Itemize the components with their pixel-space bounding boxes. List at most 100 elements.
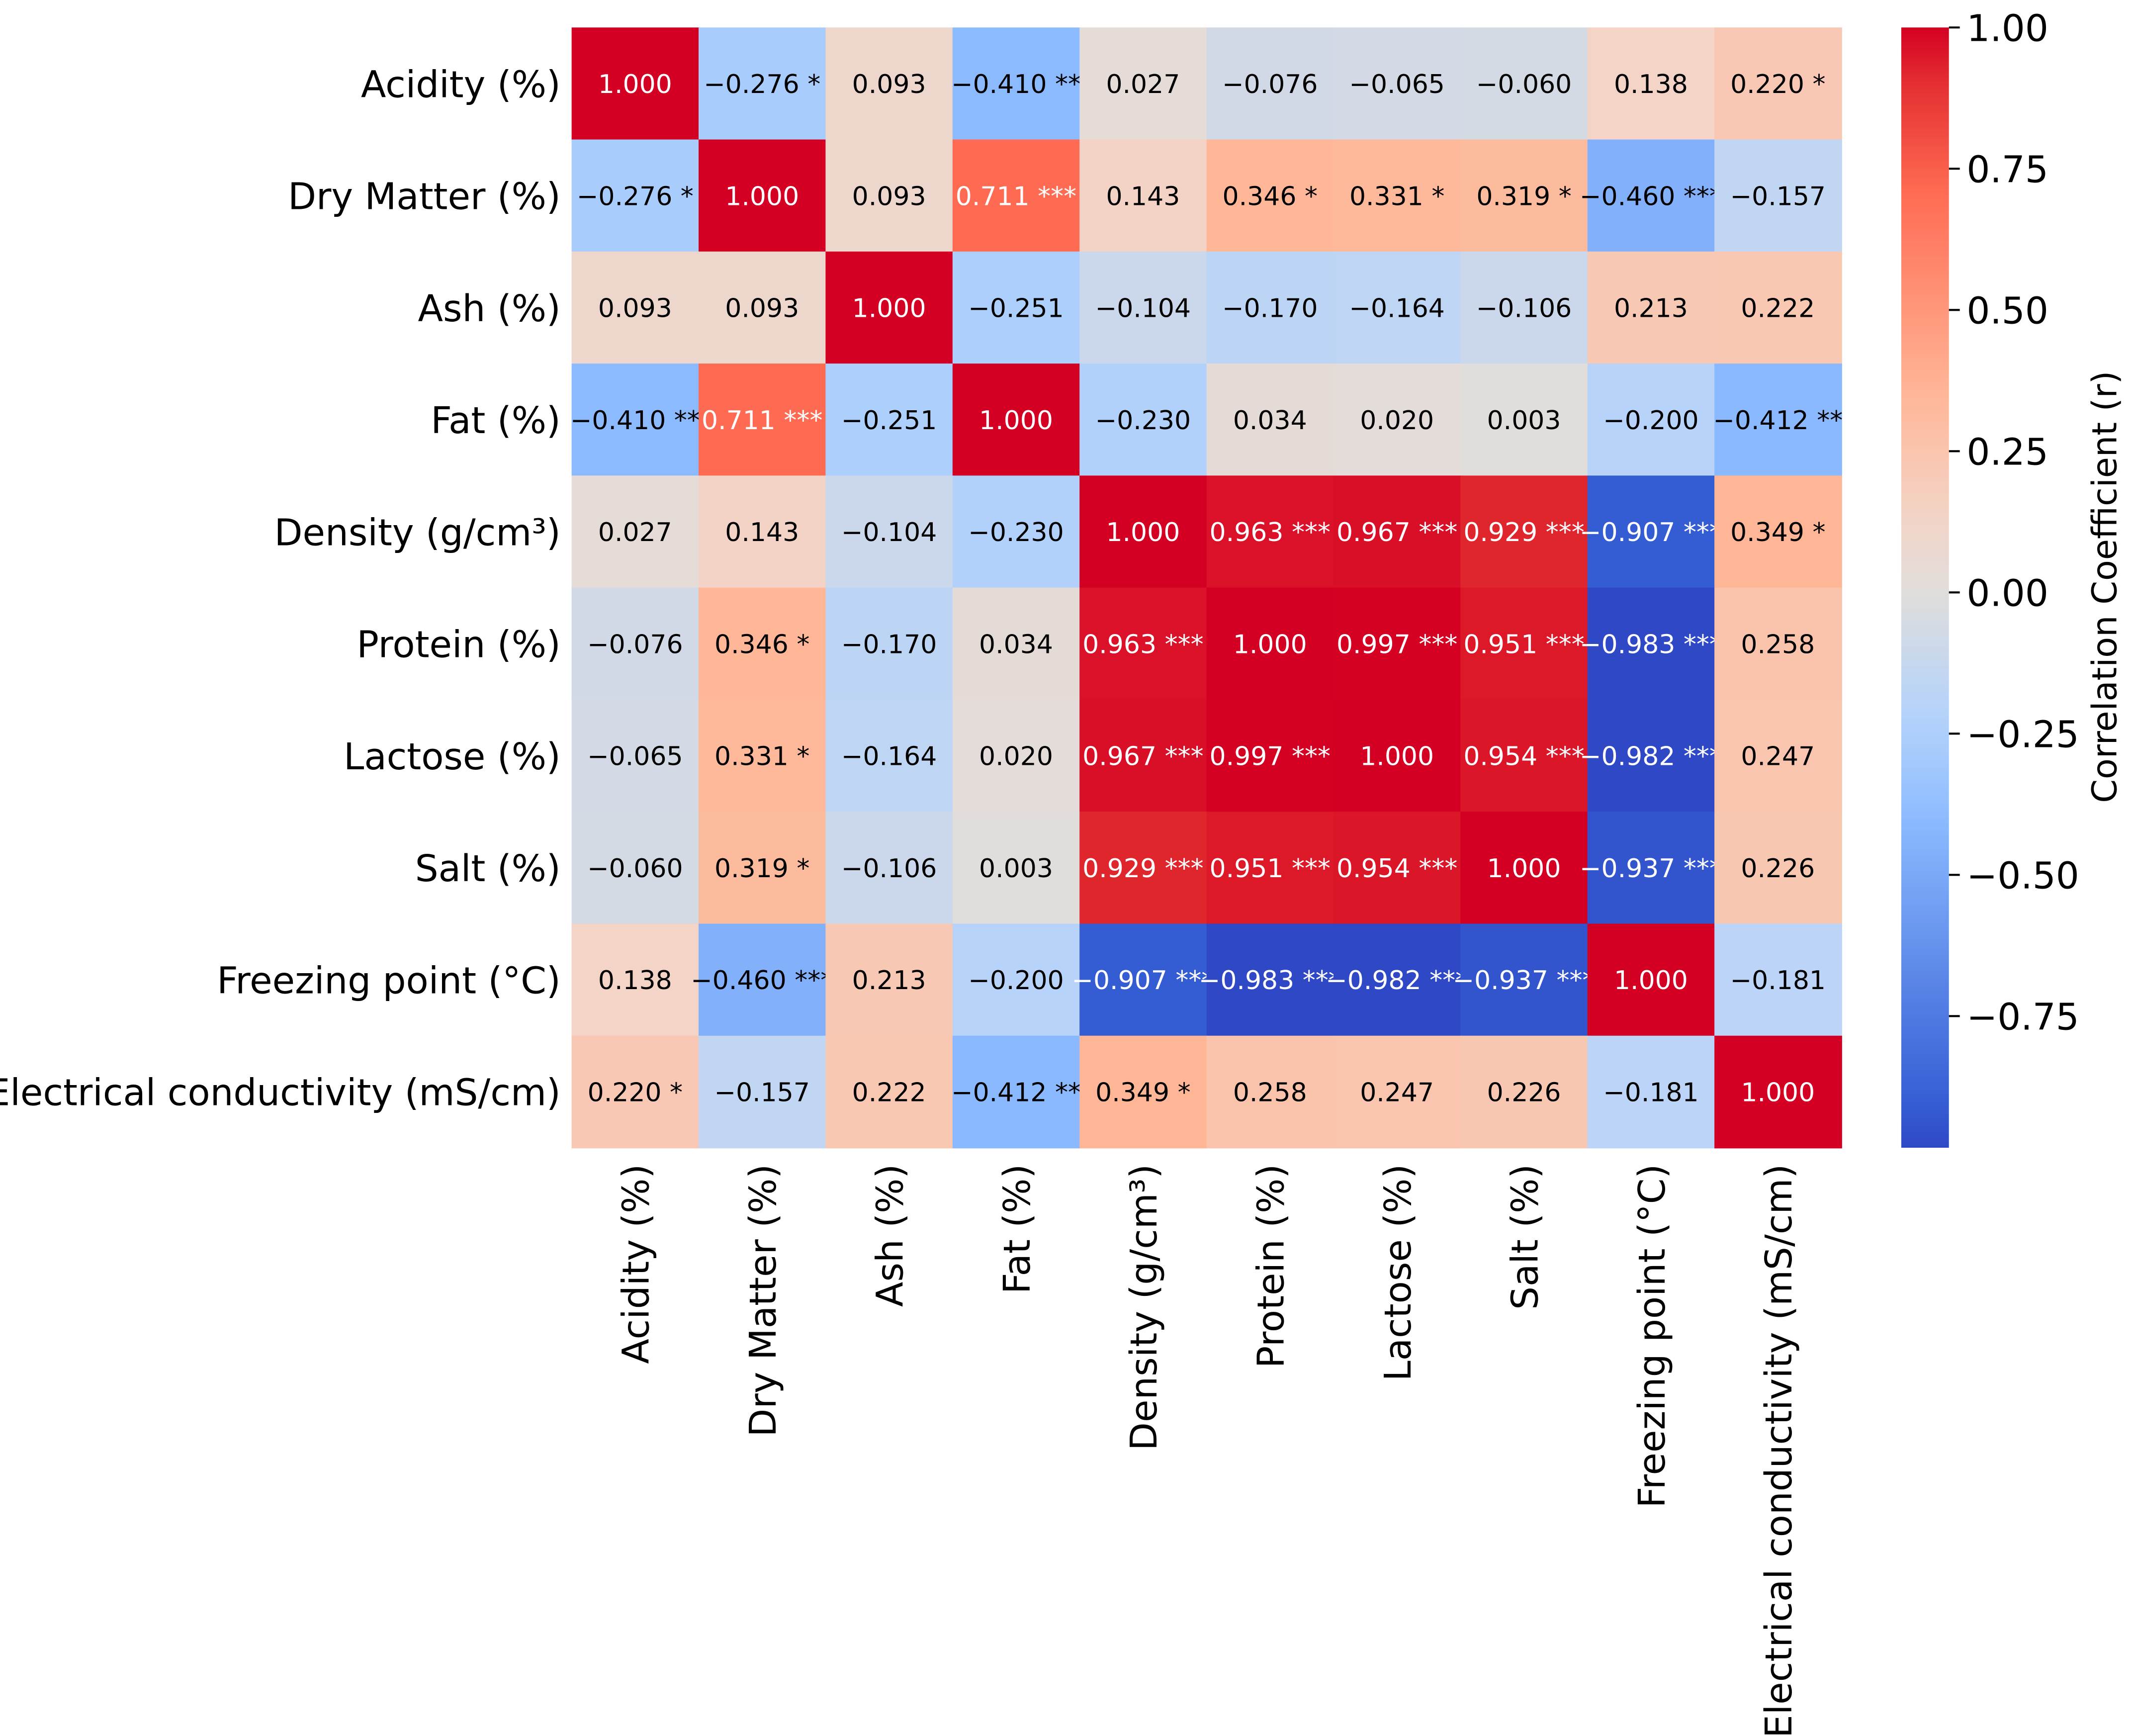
heatmap-cell [1587, 812, 1715, 924]
heatmap-cell [699, 1035, 826, 1149]
heatmap-cell [1206, 699, 1334, 813]
heatmap-cells: 1.000 −0.276 * 0.093 −0.410 ** 0.027 −0.076 −0… [570, 27, 1843, 1149]
cell-value-label: 1.000 [852, 294, 926, 324]
column-tick-label: Electrical conductivity (mS/cm) [1758, 1164, 1800, 1736]
heatmap-cell [1206, 812, 1334, 924]
cell-value-label: 0.143 [725, 518, 799, 548]
cell-value-label: 0.034 [979, 630, 1053, 659]
heatmap-cell [699, 699, 826, 813]
cell-value-label: 0.027 [1106, 70, 1180, 99]
cell-value-label: −0.251 [841, 406, 937, 436]
cell-value-label: 0.319 * [714, 854, 809, 884]
heatmap-cell [1079, 699, 1207, 813]
cell-value-label: 0.020 [979, 742, 1053, 772]
heatmap-cell [1460, 1035, 1589, 1149]
colorbar-ticks: 1.00 0.75 0.50 0.25 0.00 −0.25 −0.50 −0.75 [1949, 7, 2079, 1039]
heatmap-cell [952, 27, 1080, 140]
cell-value-label: 0.220 * [1730, 70, 1825, 99]
heatmap-cell [952, 475, 1080, 588]
cell-value-label: 1.000 [1106, 518, 1180, 548]
cell-value-label: 0.093 [598, 294, 672, 324]
colorbar-tick-label: 0.75 [1966, 149, 2048, 191]
heatmap-cell [1333, 1035, 1461, 1149]
column-tick-label: Lactose (%) [1377, 1164, 1420, 1381]
cell-value-label: −0.181 [1603, 1078, 1698, 1108]
cell-value-label: −0.983 *** [1199, 966, 1341, 996]
cell-value-label: 0.247 [1360, 1078, 1434, 1108]
colorbar-tick-label: −0.75 [1966, 996, 2079, 1039]
cell-value-label: 0.213 [1614, 294, 1688, 324]
colorbar-tick-label: 0.25 [1966, 431, 2048, 474]
cell-value-label: −0.181 [1730, 966, 1826, 996]
cell-value-label: 0.226 [1741, 854, 1815, 884]
cell-value-label: 0.997 *** [1336, 630, 1457, 659]
heatmap-cell [1079, 139, 1207, 253]
heatmap-cell [952, 923, 1080, 1037]
heatmap-cell [1460, 364, 1589, 476]
cell-value-label: −0.982 *** [1580, 742, 1722, 772]
cell-value-label: 0.963 *** [1210, 518, 1331, 548]
heatmap-cell [952, 364, 1080, 476]
colorbar-tick-label: 1.00 [1966, 7, 2048, 50]
heatmap-cell [699, 364, 826, 476]
cell-value-label: 1.000 [725, 182, 799, 211]
cell-value-label: 0.020 [1360, 406, 1434, 436]
heatmap-cell [952, 812, 1080, 924]
row-tick-label: Freezing point (°C) [217, 959, 560, 1002]
heatmap-cell [1079, 587, 1207, 701]
heatmap-cell [571, 27, 700, 140]
heatmap-cell [571, 251, 700, 365]
cell-value-label: 0.138 [598, 966, 672, 996]
heatmap-cell [571, 587, 700, 701]
colorbar-tick-label: −0.25 [1966, 714, 2079, 756]
heatmap-cell [1460, 812, 1589, 924]
cell-value-label: 0.213 [852, 966, 926, 996]
cell-value-label: −0.276 * [577, 182, 694, 211]
heatmap-cell [952, 1035, 1080, 1149]
cell-value-label: −0.982 *** [1326, 966, 1468, 996]
heatmap-cell [1460, 139, 1589, 253]
heatmap-cell [571, 1035, 700, 1149]
heatmap-cell [1079, 364, 1207, 476]
heatmap-cell [699, 251, 826, 365]
heatmap-cell [1206, 27, 1334, 140]
heatmap-cell [1587, 364, 1715, 476]
cell-value-label: −0.170 [1222, 294, 1318, 324]
heatmap-cell [825, 812, 954, 924]
cell-value-label: 1.000 [1233, 630, 1307, 659]
cell-value-label: −0.907 *** [1071, 966, 1214, 996]
cell-value-label: 1.000 [979, 406, 1053, 436]
heatmap-cell [1333, 139, 1461, 253]
heatmap-cell [1714, 364, 1842, 476]
cell-value-label: −0.200 [968, 966, 1064, 996]
heatmap-cell [1587, 923, 1715, 1037]
heatmap-cell [571, 475, 700, 588]
heatmap-cell [825, 587, 954, 701]
column-tick-label: Salt (%) [1504, 1164, 1546, 1310]
cell-value-label: −0.164 [1349, 294, 1444, 324]
cell-value-label: −0.104 [1095, 294, 1191, 324]
cell-value-label: 0.954 *** [1463, 742, 1584, 772]
cell-value-label: −0.410 ** [951, 70, 1081, 99]
column-tick-label: Ash (%) [869, 1164, 911, 1307]
heatmap-cell [571, 364, 700, 476]
cell-value-label: 0.003 [979, 854, 1053, 884]
cell-value-label: 0.997 *** [1210, 742, 1331, 772]
column-tick-label: Freezing point (°C) [1631, 1164, 1674, 1508]
heatmap-cell [1587, 699, 1715, 813]
cell-value-label: 1.000 [1487, 854, 1561, 884]
cell-value-label: −0.937 *** [1580, 854, 1722, 884]
row-tick-label: Fat (%) [431, 399, 560, 442]
heatmap-cell [1206, 475, 1334, 588]
cell-value-label: 0.222 [1741, 294, 1815, 324]
heatmap-cell [571, 699, 700, 813]
heatmap-cell [1460, 475, 1589, 588]
row-tick-label: Acidity (%) [361, 63, 561, 106]
heatmap-cell [1333, 251, 1461, 365]
cell-value-label: 0.967 *** [1336, 518, 1457, 548]
heatmap-cell [1079, 475, 1207, 588]
cell-value-label: −0.907 *** [1580, 518, 1722, 548]
cell-value-label: 0.331 * [714, 742, 809, 772]
heatmap-cell [825, 923, 954, 1037]
cell-value-label: 0.258 [1741, 630, 1815, 659]
